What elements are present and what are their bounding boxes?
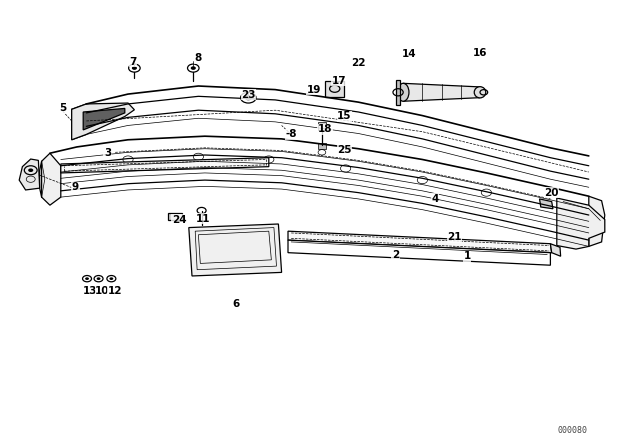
Text: 5: 5	[59, 103, 67, 113]
Text: 25: 25	[337, 145, 351, 155]
Polygon shape	[42, 153, 61, 205]
Text: 4: 4	[431, 194, 439, 204]
Text: 23: 23	[241, 90, 255, 100]
Text: 24: 24	[172, 215, 186, 224]
Text: 6: 6	[232, 299, 239, 309]
Polygon shape	[19, 159, 40, 190]
Text: 9: 9	[72, 182, 79, 192]
Polygon shape	[540, 199, 553, 209]
Text: 14: 14	[403, 49, 417, 59]
Polygon shape	[550, 244, 561, 256]
Polygon shape	[589, 196, 605, 246]
Circle shape	[28, 168, 33, 172]
Polygon shape	[403, 83, 480, 101]
Polygon shape	[83, 108, 125, 130]
Polygon shape	[325, 81, 344, 97]
Text: 2: 2	[392, 250, 399, 260]
Circle shape	[191, 66, 196, 70]
Text: 16: 16	[473, 48, 487, 58]
Text: 1: 1	[463, 251, 471, 261]
Text: 12: 12	[108, 286, 122, 296]
FancyBboxPatch shape	[318, 122, 326, 130]
Text: 19: 19	[307, 85, 321, 95]
FancyBboxPatch shape	[318, 143, 326, 149]
Polygon shape	[396, 80, 400, 105]
Text: -8: -8	[285, 129, 297, 139]
Text: 22: 22	[351, 58, 365, 68]
Text: 13: 13	[83, 286, 97, 296]
Text: 8: 8	[195, 53, 202, 63]
Polygon shape	[72, 103, 134, 140]
Ellipse shape	[397, 83, 409, 101]
Text: 7: 7	[129, 57, 137, 67]
Text: 20: 20	[545, 188, 559, 198]
Polygon shape	[61, 158, 269, 173]
Polygon shape	[288, 231, 552, 253]
Text: 10: 10	[95, 286, 109, 296]
Polygon shape	[288, 240, 550, 265]
Circle shape	[97, 277, 100, 280]
Text: 17: 17	[332, 76, 346, 86]
Circle shape	[132, 66, 137, 70]
Text: 15: 15	[337, 112, 351, 121]
Polygon shape	[557, 198, 605, 249]
Text: 3: 3	[104, 148, 111, 158]
Polygon shape	[189, 224, 282, 276]
Circle shape	[85, 277, 89, 280]
Text: 11: 11	[196, 214, 211, 224]
Text: 21: 21	[447, 233, 461, 242]
Text: 18: 18	[318, 124, 332, 134]
FancyBboxPatch shape	[168, 213, 182, 220]
Circle shape	[109, 277, 113, 280]
Text: 000080: 000080	[558, 426, 588, 435]
Ellipse shape	[474, 87, 486, 98]
